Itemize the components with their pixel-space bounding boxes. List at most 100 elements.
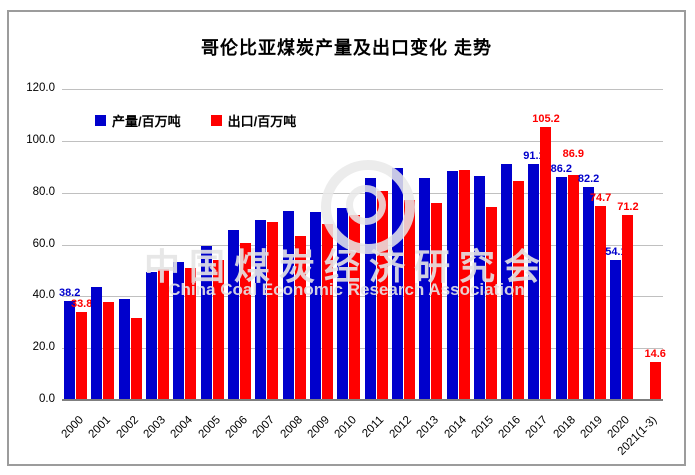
bar-export-2012	[403, 200, 415, 400]
bar-production-2011	[364, 178, 376, 400]
data-label: 38.2	[58, 287, 81, 299]
chart-title: 哥伦比亚煤炭产量及出口变化 走势	[201, 38, 492, 58]
bar-production-2000: 38.2	[59, 287, 80, 400]
data-label: 14.6	[644, 348, 666, 361]
bar-export-2004	[185, 268, 197, 400]
bar-export-2013	[431, 202, 443, 400]
plot-area: 38.2 33.8 91.1 105.2 86.2 86.9 82.2 74.7 54.1 71.…	[59, 89, 666, 401]
gridline	[62, 348, 663, 350]
x-axis-label: 2004	[168, 414, 196, 441]
y-axis-tick: 60.0	[32, 237, 55, 250]
bar-production-2013	[419, 177, 431, 400]
export-swatch-icon	[210, 115, 222, 126]
bar-group-2012	[390, 89, 417, 400]
x-axis-labels: 2000 2001 2002 2003 2004 2005 2006 2007 2008 2009…	[59, 404, 663, 464]
bar-production-2016	[501, 164, 513, 400]
bar-export-2006	[240, 243, 252, 400]
x-axis-label: 2011	[360, 414, 387, 440]
bar-group-2014	[444, 89, 471, 400]
bar-export-2002	[130, 317, 142, 400]
y-axis-tick: 80.0	[32, 185, 55, 198]
bar-export-2009	[321, 223, 333, 400]
bar-export-2021(1-3): 14.6	[645, 348, 666, 400]
bar-group-2017: 91.1 105.2	[523, 89, 560, 400]
bar-production-2005	[200, 245, 212, 400]
bar-export-2003	[158, 268, 170, 400]
bar-export-2020: 71.2	[617, 201, 639, 400]
x-axis-label: 2002	[114, 414, 141, 441]
data-label: 71.2	[617, 201, 639, 214]
bar-group-2011	[362, 89, 389, 400]
bar-export-2019: 74.7	[590, 192, 611, 400]
bar-production-2019: 82.2	[578, 173, 599, 400]
x-axis-label: 2016	[496, 414, 524, 441]
bar-production-2007	[255, 220, 267, 400]
bar-group-2006	[226, 89, 253, 400]
bar-production-2015	[473, 176, 485, 400]
bar-group-2000: 38.2 33.8	[59, 89, 92, 400]
bar-group-2007	[253, 89, 280, 400]
bar-export-2016	[513, 181, 525, 400]
bar-export-2001	[103, 301, 115, 400]
x-axis-line	[62, 399, 663, 401]
bar-export-2000: 33.8	[71, 298, 92, 400]
bar-production-2010	[337, 208, 349, 400]
x-axis-label: 2007	[250, 414, 278, 441]
bar-export-2007	[267, 222, 279, 400]
legend-label-production: 产量/百万吨	[112, 114, 181, 129]
bar-production-2014	[446, 170, 458, 400]
x-axis-label: 2019	[578, 414, 606, 441]
y-axis-tick: 100.0	[26, 133, 55, 146]
bar-group-2009	[308, 89, 335, 400]
x-axis-label: 2000	[59, 414, 87, 441]
legend-label-export: 出口/百万吨	[227, 114, 297, 129]
bar-group-2010	[335, 89, 362, 400]
bar-group-2002	[117, 89, 144, 400]
x-axis-label: 2014	[442, 414, 469, 441]
bar-production-2006	[228, 230, 240, 400]
bar-group-2003	[144, 89, 171, 400]
y-axis: 0.0 20.0 40.0 60.0 80.0 100.0 120.0	[9, 82, 55, 405]
bar-production-2018: 86.2	[551, 163, 572, 400]
bar-production-2020: 54.1	[605, 246, 627, 400]
x-axis-label: 2015	[469, 414, 496, 441]
gridline	[62, 140, 663, 142]
bar-export-2015	[485, 207, 497, 400]
gridline	[62, 296, 663, 298]
bar-export-2017: 105.2	[532, 113, 560, 400]
data-label: 105.2	[532, 113, 560, 126]
y-axis-tick: 0.0	[39, 393, 55, 405]
bar-export-2010	[349, 214, 361, 400]
bar-production-2001	[91, 287, 103, 400]
x-axis-label: 2017	[523, 414, 551, 441]
y-axis-tick: 20.0	[32, 341, 55, 354]
bar-export-2018: 86.9	[563, 148, 584, 400]
x-axis-label: 2003	[141, 414, 169, 441]
x-axis-label: 2012	[387, 414, 414, 441]
bar-export-2014	[458, 169, 470, 400]
bar-production-2009	[309, 212, 321, 400]
bar-group-2013	[417, 89, 444, 400]
bar-group-2001	[89, 89, 116, 400]
data-label: 86.2	[550, 162, 572, 175]
production-swatch-icon	[95, 115, 106, 126]
bar-production-2017: 91.1	[523, 150, 545, 400]
bar-export-2011	[376, 190, 388, 400]
data-label: 33.8	[70, 298, 93, 311]
bar-export-2005	[212, 259, 224, 400]
data-label: 74.7	[589, 192, 612, 205]
x-axis-label: 2010	[332, 414, 360, 441]
x-axis-label: 2008	[278, 414, 305, 441]
bar-production-2008	[282, 210, 294, 400]
bar-group-2019: 82.2 74.7	[578, 89, 611, 400]
data-label: 91.1	[523, 149, 545, 162]
x-axis-label: 2009	[305, 414, 333, 441]
gridline	[62, 192, 663, 194]
bar-group-2008	[281, 89, 308, 400]
legend-item-export: 出口/百万吨	[210, 111, 297, 130]
bar-group-2005	[199, 89, 226, 400]
bar-group-2004	[171, 89, 198, 400]
bar-series: 38.2 33.8 91.1 105.2 86.2 86.9 82.2 74.7 54.1 71.…	[59, 89, 666, 400]
bar-group-2015	[472, 89, 499, 400]
